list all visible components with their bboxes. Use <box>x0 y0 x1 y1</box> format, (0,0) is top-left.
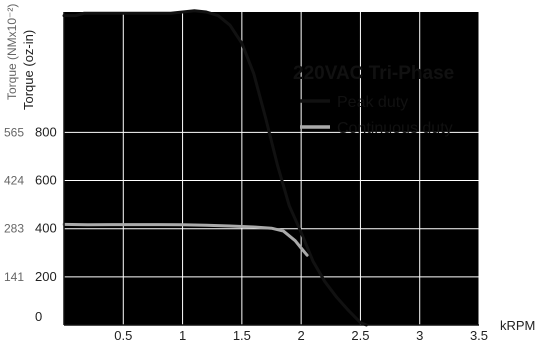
grid <box>64 12 480 325</box>
x-tick-label: 3.5 <box>470 328 488 343</box>
x-axis-label: kRPM <box>500 318 535 333</box>
x-tick-label: 2 <box>298 328 305 343</box>
series-line-peak-duty <box>62 9 368 327</box>
tick-labels: 0.5 1 1.5 2 2.5 3 3.5 0 200 400 600 800 141 283 424 565 <box>4 124 488 343</box>
y-tick-label: 200 <box>35 269 57 284</box>
y-tick-label: 800 <box>35 124 57 139</box>
axes <box>63 12 479 326</box>
legend: 220VAC Tri-Phase Peak duty Continuous du… <box>293 63 454 137</box>
y2-tick-label: 141 <box>4 270 24 284</box>
y-tick-label: 0 <box>35 309 42 324</box>
x-tick-label: 1 <box>179 328 186 343</box>
y2-tick-label: 565 <box>4 125 24 139</box>
series-layer <box>62 9 368 327</box>
x-tick-label: 3 <box>416 328 423 343</box>
y-tick-label: 400 <box>35 221 57 236</box>
series-line-continuous-duty <box>62 222 309 257</box>
legend-label-peak-duty: Peak duty <box>337 94 408 111</box>
y-axis-label: Torque (oz-in) <box>21 30 36 110</box>
chart-title: 220VAC Tri-Phase <box>293 63 454 84</box>
y-tick-label: 600 <box>35 173 57 188</box>
legend-label-continuous-duty: Continuous duty <box>337 120 453 137</box>
y-axis-label-secondary: Torque (NMx10⁻²) <box>5 4 19 100</box>
x-tick-label: 2.5 <box>351 328 369 343</box>
y2-tick-label: 424 <box>4 174 24 188</box>
x-tick-label: 1.5 <box>233 328 251 343</box>
y2-tick-label: 283 <box>4 222 24 236</box>
plot-area <box>64 12 479 325</box>
x-tick-label: 0.5 <box>114 328 132 343</box>
